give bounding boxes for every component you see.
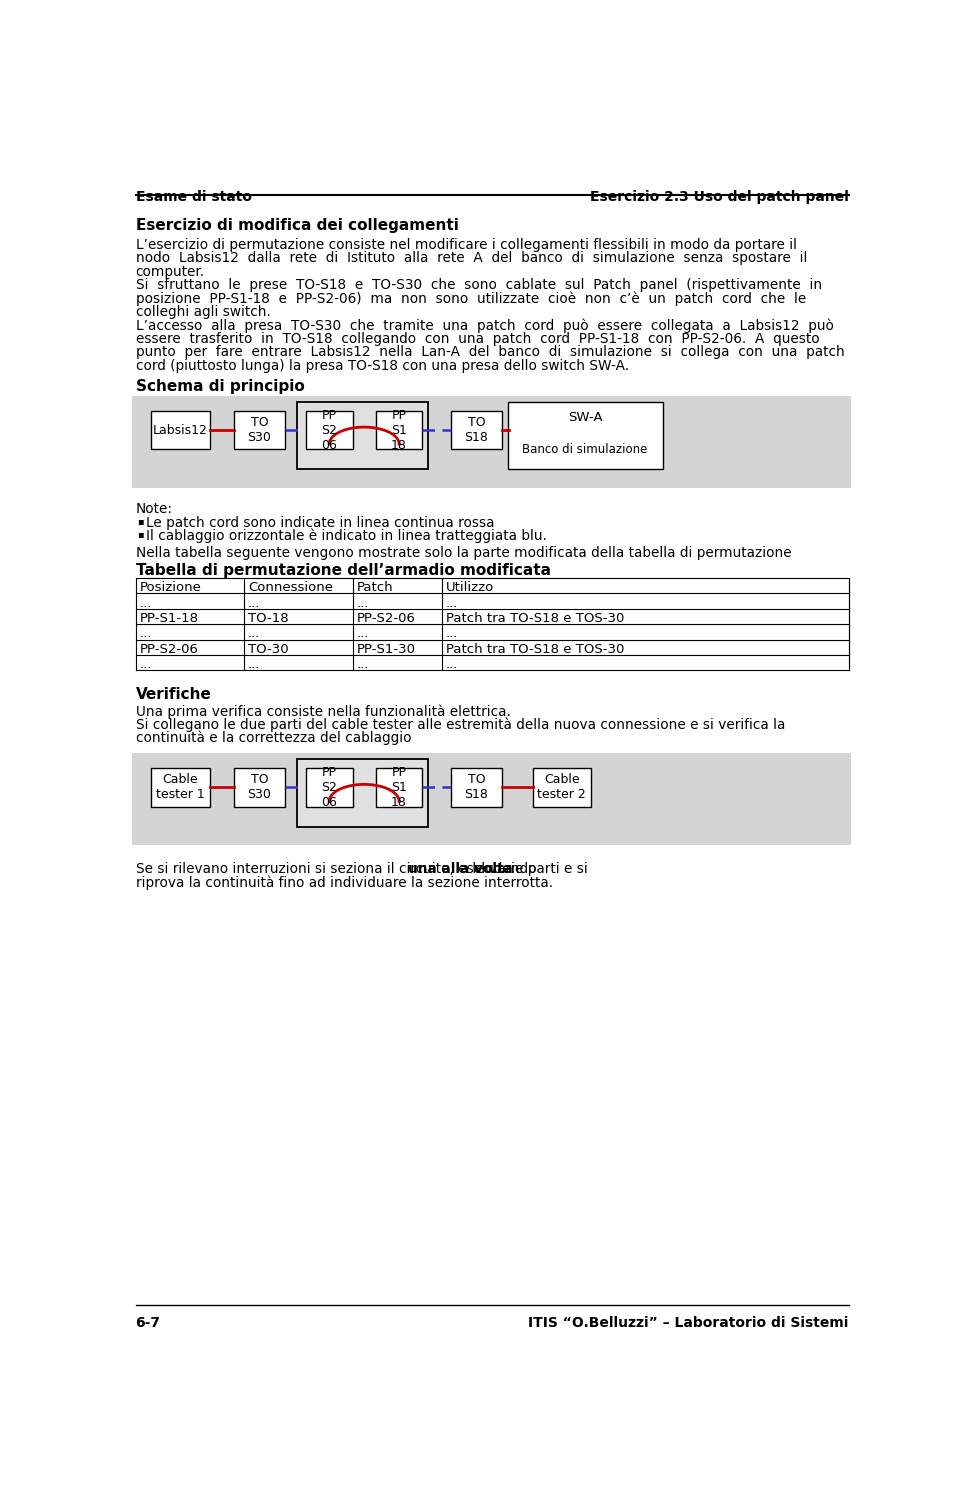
Text: Patch tra TO-S18 e TOS-30: Patch tra TO-S18 e TOS-30 — [445, 642, 624, 655]
Text: ...: ... — [139, 658, 152, 670]
Text: le varie parti e si: le varie parti e si — [468, 861, 588, 876]
Text: ...: ... — [139, 597, 152, 609]
Text: ITIS “O.Belluzzi” – Laboratorio di Sistemi: ITIS “O.Belluzzi” – Laboratorio di Siste… — [528, 1315, 849, 1330]
FancyBboxPatch shape — [234, 769, 285, 806]
Text: ▪: ▪ — [137, 515, 144, 526]
FancyBboxPatch shape — [375, 769, 422, 806]
Text: ...: ... — [445, 658, 458, 670]
Text: Il cablaggio orizzontale è indicato in linea tratteggiata blu.: Il cablaggio orizzontale è indicato in l… — [146, 529, 547, 543]
Text: L’accesso  alla  presa  TO-S30  che  tramite  una  patch  cord  può  essere  col: L’accesso alla presa TO-S30 che tramite … — [135, 318, 833, 333]
Text: PP
S2
06: PP S2 06 — [322, 766, 337, 809]
Text: ...: ... — [248, 658, 260, 670]
FancyBboxPatch shape — [297, 402, 428, 469]
Text: Labsis12: Labsis12 — [153, 424, 208, 436]
Text: Nella tabella seguente vengono mostrate solo la parte modificata della tabella d: Nella tabella seguente vengono mostrate … — [135, 545, 791, 560]
FancyBboxPatch shape — [234, 411, 285, 449]
Text: ...: ... — [445, 597, 458, 609]
Text: TO-30: TO-30 — [248, 642, 289, 655]
FancyBboxPatch shape — [306, 769, 352, 806]
Text: TO
S18: TO S18 — [465, 773, 489, 802]
Text: TO
S18: TO S18 — [465, 417, 489, 445]
Text: Esercizio di modifica dei collegamenti: Esercizio di modifica dei collegamenti — [135, 218, 458, 233]
Text: ...: ... — [248, 597, 260, 609]
FancyBboxPatch shape — [451, 411, 502, 449]
Text: riprova la continuità fino ad individuare la sezione interrotta.: riprova la continuità fino ad individuar… — [135, 875, 553, 890]
Text: TO
S30: TO S30 — [248, 417, 272, 445]
Text: PP-S1-18: PP-S1-18 — [139, 612, 199, 626]
Text: computer.: computer. — [135, 264, 204, 279]
Text: ...: ... — [445, 627, 458, 640]
Text: Esame di stato: Esame di stato — [135, 190, 252, 205]
Text: ...: ... — [356, 627, 369, 640]
Text: colleghi agli switch.: colleghi agli switch. — [135, 305, 271, 320]
Text: TO-18: TO-18 — [248, 612, 289, 626]
FancyBboxPatch shape — [132, 396, 851, 488]
Text: Note:: Note: — [135, 502, 173, 515]
FancyBboxPatch shape — [451, 769, 502, 806]
Text: Esercizio 2.3 Uso del patch panel: Esercizio 2.3 Uso del patch panel — [589, 190, 849, 205]
Text: Schema di principio: Schema di principio — [135, 379, 304, 394]
Text: essere  trasferito  in  TO-S18  collegando  con  una  patch  cord  PP-S1-18  con: essere trasferito in TO-S18 collegando c… — [135, 331, 819, 346]
Text: Si  sfruttano  le  prese  TO-S18  e  TO-S30  che  sono  cablate  sul  Patch  pan: Si sfruttano le prese TO-S18 e TO-S30 ch… — [135, 278, 822, 293]
Text: cord (piuttosto lunga) la presa TO-S18 con una presa dello switch SW-A.: cord (piuttosto lunga) la presa TO-S18 c… — [135, 358, 629, 373]
FancyBboxPatch shape — [508, 402, 662, 469]
FancyBboxPatch shape — [132, 752, 851, 845]
Text: SW-A: SW-A — [567, 411, 602, 424]
Text: Connessione: Connessione — [248, 581, 333, 594]
FancyBboxPatch shape — [375, 411, 422, 449]
Text: 6-7: 6-7 — [135, 1315, 160, 1330]
Text: Patch: Patch — [356, 581, 393, 594]
Text: L’esercizio di permutazione consiste nel modificare i collegamenti flessibili in: L’esercizio di permutazione consiste nel… — [135, 237, 797, 252]
Text: nodo  Labsis12  dalla  rete  di  Istituto  alla  rete  A  del  banco  di  simula: nodo Labsis12 dalla rete di Istituto all… — [135, 251, 806, 266]
Text: ...: ... — [356, 658, 369, 670]
FancyBboxPatch shape — [533, 769, 590, 806]
Text: punto  per  fare  entrare  Labsis12  nella  Lan-A  del  banco  di  simulazione  : punto per fare entrare Labsis12 nella La… — [135, 345, 844, 360]
Text: Verifiche: Verifiche — [135, 687, 211, 702]
Text: Tabella di permutazione dell’armadio modificata: Tabella di permutazione dell’armadio mod… — [135, 563, 550, 578]
Text: Cable
tester 1: Cable tester 1 — [156, 773, 204, 802]
Text: posizione  PP-S1-18  e  PP-S2-06)  ma  non  sono  utilizzate  cioè  non  c’è  un: posizione PP-S1-18 e PP-S2-06) ma non so… — [135, 291, 805, 306]
Text: ▪: ▪ — [137, 529, 144, 539]
Text: continuità e la correttezza del cablaggio: continuità e la correttezza del cablaggi… — [135, 730, 411, 745]
Text: ...: ... — [248, 627, 260, 640]
Text: PP-S2-06: PP-S2-06 — [356, 612, 416, 626]
Text: PP
S1
18: PP S1 18 — [391, 409, 407, 452]
Text: PP
S2
06: PP S2 06 — [322, 409, 337, 452]
Text: Banco di simulazione: Banco di simulazione — [522, 443, 648, 455]
Text: Le patch cord sono indicate in linea continua rossa: Le patch cord sono indicate in linea con… — [146, 515, 494, 530]
Text: PP-S2-06: PP-S2-06 — [139, 642, 199, 655]
FancyBboxPatch shape — [297, 758, 428, 827]
FancyBboxPatch shape — [306, 411, 352, 449]
Text: Patch tra TO-S18 e TOS-30: Patch tra TO-S18 e TOS-30 — [445, 612, 624, 626]
Text: Posizione: Posizione — [139, 581, 202, 594]
Text: PP-S1-30: PP-S1-30 — [356, 642, 416, 655]
Text: ...: ... — [356, 597, 369, 609]
Text: Se si rilevano interruzioni si seziona il circuito, escludendo: Se si rilevano interruzioni si seziona i… — [135, 861, 540, 876]
Text: Utilizzo: Utilizzo — [445, 581, 493, 594]
Text: Cable
tester 2: Cable tester 2 — [538, 773, 587, 802]
Text: Una prima verifica consiste nella funzionalità elettrica.: Una prima verifica consiste nella funzio… — [135, 705, 511, 718]
FancyBboxPatch shape — [152, 769, 209, 806]
Text: PP
S1
18: PP S1 18 — [391, 766, 407, 809]
Text: una alla volta: una alla volta — [408, 861, 513, 876]
Text: ...: ... — [139, 627, 152, 640]
Text: TO
S30: TO S30 — [248, 773, 272, 802]
FancyBboxPatch shape — [152, 411, 209, 449]
Text: Si collegano le due parti del cable tester alle estremità della nuova connession: Si collegano le due parti del cable test… — [135, 718, 785, 732]
